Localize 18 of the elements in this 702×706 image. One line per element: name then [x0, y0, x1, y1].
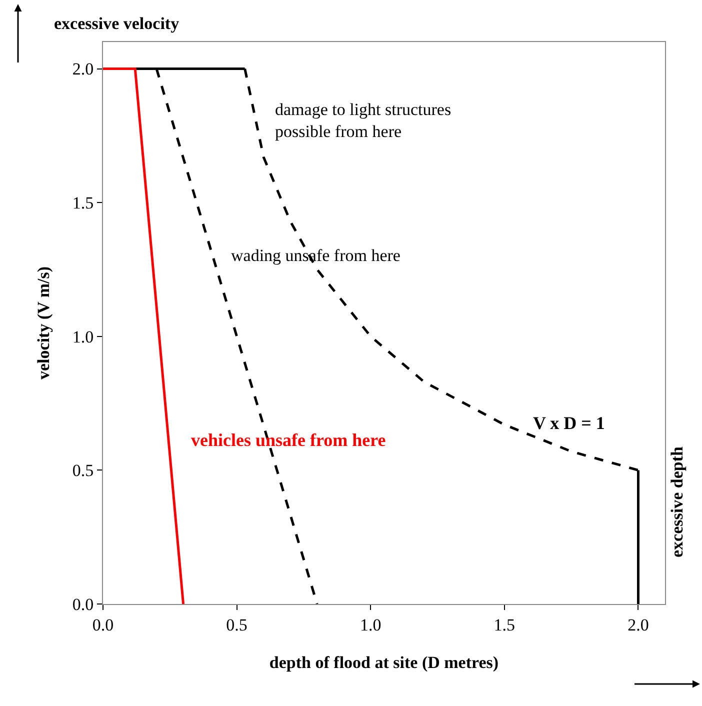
x-tick-label: 1.5 [494, 615, 516, 634]
annotation: damage to light structures possible from here [275, 100, 452, 142]
y-axis-title: velocity (V m/s) [34, 266, 53, 380]
x-tick-label: 0.5 [226, 615, 248, 634]
x-tick-label: 2.0 [628, 615, 649, 634]
y-tick-label: 0.0 [72, 594, 94, 614]
text: excessive depth [668, 446, 686, 558]
annotation: wading unsafe from here [231, 246, 400, 265]
x-tick-label: 1.0 [360, 615, 382, 634]
annotation: V x D = 1 [533, 413, 605, 433]
y-tick-label: 0.5 [72, 461, 94, 480]
y-tick-label: 1.5 [72, 194, 94, 213]
annotation: vehicles unsafe from here [191, 430, 386, 450]
y-tick-label: 2.0 [72, 60, 94, 79]
x-axis-title: depth of flood at site (D metres) [269, 652, 499, 672]
y-tick-label: 1.0 [72, 327, 94, 346]
x-tick-label: 0.0 [92, 615, 114, 634]
text: excessive velocity [54, 14, 180, 33]
